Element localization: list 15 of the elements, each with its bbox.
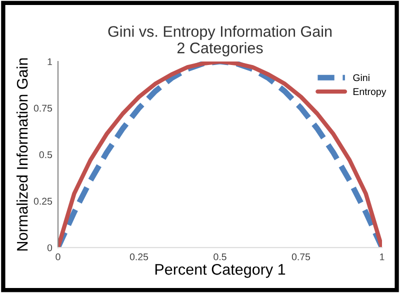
x-tick-label: 0.75 [292, 253, 310, 260]
x-tick-label: 0.25 [130, 253, 148, 260]
y-tick-label: 0.25 [34, 198, 52, 205]
y-tick-label: 0 [47, 244, 52, 252]
x-axis-title: Percent Category 1 [155, 264, 286, 278]
legend-label: Gini [353, 74, 370, 82]
x-tick-label: 0.5 [214, 253, 226, 260]
y-tick-label: 0.5 [39, 151, 52, 158]
chart-title: Gini vs. Entropy Information Gain 2 Categories [108, 26, 332, 56]
y-tick-label: 0.75 [34, 104, 52, 112]
x-tick-label: 1 [380, 254, 384, 260]
y-axis-title: Normalized Information Gain [16, 58, 28, 251]
y-tick-label: 1 [48, 58, 52, 66]
legend-label: Entropy [354, 88, 386, 97]
x-tick-label: 0 [56, 253, 60, 260]
